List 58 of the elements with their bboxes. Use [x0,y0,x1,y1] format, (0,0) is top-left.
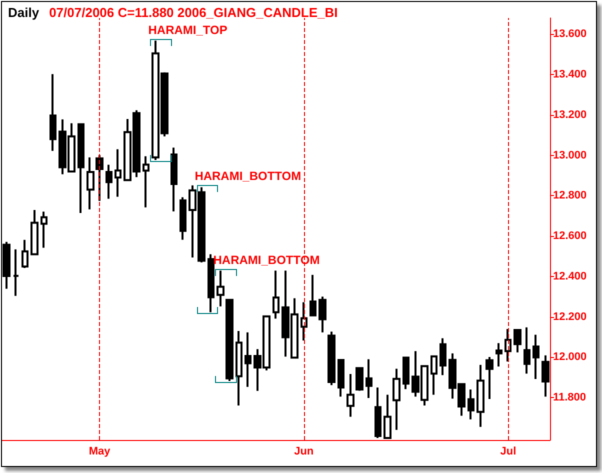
y-tick-label: 13.400 [553,68,587,81]
candlestick [22,238,28,269]
candlestick [216,270,224,308]
candlestick [440,337,446,376]
candlestick [106,164,112,200]
candlestick [272,270,280,320]
y-tick-label: 13.000 [553,149,587,162]
candlestick [30,209,38,256]
candlestick [318,296,326,334]
candlestick [486,356,494,400]
candlestick [402,356,410,390]
x-tick-label: Jun [294,446,314,458]
y-tick-label: 11.800 [553,392,586,404]
candlestick [114,148,122,198]
candlestick [170,146,178,212]
candlestick [346,372,354,418]
candlestick [496,342,502,368]
candlestick [236,330,242,406]
y-tick-label: 12.000 [553,351,587,364]
candlestick [524,326,530,375]
candlestick [430,355,438,396]
candlestick [78,123,84,214]
chart-title: Daily [8,5,40,20]
candlestick [468,388,474,420]
candlestick [86,156,94,210]
candlestick [374,386,382,439]
candlestick [226,298,234,382]
candlestick [310,274,316,318]
candlestick [300,301,308,342]
chart-subtitle: 07/07/2006 C=11.880 2006_GIANG_CANDLE_BI [49,5,338,20]
candlestick [476,364,484,428]
x-tick-label: Jul [500,446,516,458]
candlestick [142,155,150,208]
candlestick [40,210,48,249]
candlestick [356,367,364,392]
candlestick [504,328,512,362]
candlestick [12,248,20,297]
y-tick-label: 13.600 [553,28,587,40]
annotation: HARAMI_TOP [148,22,228,37]
candlestick [50,73,56,152]
y-tick-label: 13.200 [553,108,587,121]
candlestick [208,253,214,314]
candlestick [96,154,104,202]
candlestick [180,196,186,241]
candlestick [328,330,336,386]
annotation: HARAMI_BOTTOM [194,169,302,184]
candlestick [532,334,540,380]
x-tick-label: May [88,446,112,458]
y-tick-label: 12.400 [553,270,587,282]
y-tick-label: 12.800 [553,190,587,202]
candlestick [514,328,522,354]
candlestick [366,358,372,399]
y-tick-label: 12.600 [553,230,587,242]
candlestick [338,359,344,398]
y-tick-label: 12.200 [553,310,587,323]
candlestick [384,394,392,439]
candlestick [244,331,252,388]
candlestick [392,368,400,431]
